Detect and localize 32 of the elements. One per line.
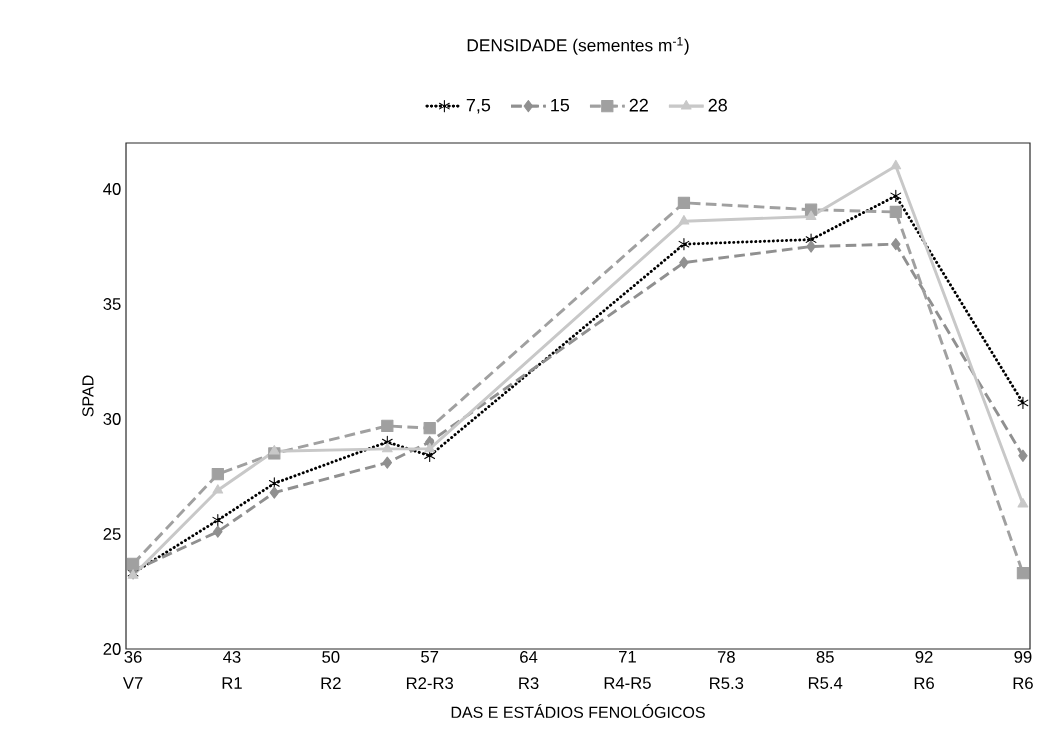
y-tick-label: 25 <box>103 528 121 540</box>
text: R6 <box>914 677 934 690</box>
legend-label: 22 <box>629 98 648 112</box>
y-tick-label: 20 <box>103 643 121 655</box>
text: R2 <box>321 677 341 689</box>
x-tick-label: 92 <box>915 651 933 663</box>
x-axis-title: DAS E ESTÁDIOS FENOLÓGICOS <box>451 703 705 719</box>
y-tick-label: 35 <box>103 298 121 310</box>
x-tick-label: 85 <box>816 651 834 663</box>
x-tick-label: 64 <box>520 651 538 663</box>
text: R2-R3 <box>406 677 454 690</box>
x-tick-label: 57 <box>421 651 439 663</box>
y-tick-label: 40 <box>103 183 121 195</box>
text: R4-R5 <box>604 677 651 689</box>
y-axis-title: SPAD <box>82 375 94 417</box>
legend-label: 28 <box>708 98 727 112</box>
text: R1 <box>222 677 242 689</box>
legend-title: DENSIDADE (sementes m$^{-1}$) <box>467 37 689 55</box>
legend-label: 7,5 <box>466 98 491 114</box>
x-tick-label: 43 <box>223 651 241 663</box>
text: R5.3 <box>710 677 744 690</box>
x-tick-label: 78 <box>717 651 735 663</box>
x-tick-label: 36 <box>124 651 142 663</box>
x-tick-label: 71 <box>619 651 636 663</box>
text: R5.4 <box>808 677 843 689</box>
text: V7 <box>122 677 143 689</box>
text: R6 <box>1013 677 1033 690</box>
x-tick-label: 50 <box>322 651 340 663</box>
x-tick-label: 99 <box>1014 651 1032 663</box>
y-tick-label: 30 <box>103 413 121 425</box>
text: R3 <box>519 677 539 690</box>
legend-label: 15 <box>551 98 570 112</box>
